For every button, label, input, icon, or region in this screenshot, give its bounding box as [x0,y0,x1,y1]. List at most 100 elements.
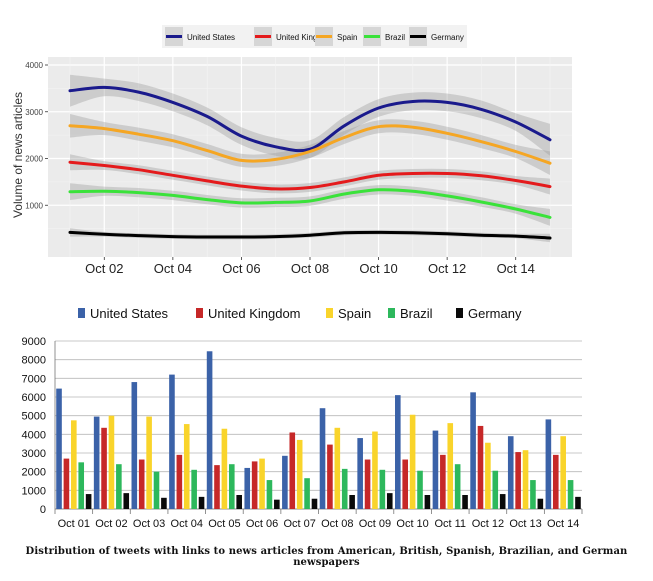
line-legend-label-united-states: United States [187,33,235,42]
bar-legend-label-united-states: United States [90,306,169,321]
bar-united-kingdom-oct-03 [138,459,145,509]
bar-united-kingdom-oct-14 [552,454,559,509]
bar-legend-swatch-united-states [78,308,85,318]
bar-united-kingdom-oct-09 [364,459,371,509]
bar-germany-oct-07 [311,498,318,509]
bar-brazil-oct-04 [191,469,197,509]
bar-germany-oct-06 [274,499,280,509]
bar-y-tick-label: 6000 [22,392,46,404]
bar-united-states-oct-11 [432,430,439,509]
bar-spain-oct-05 [221,428,228,509]
line-x-tick-label: Oct 02 [85,261,123,276]
figure-caption: Distribution of tweets with links to new… [25,546,628,568]
bar-united-kingdom-oct-07 [289,432,296,509]
bar-germany-oct-02 [123,493,130,509]
bar-united-kingdom-oct-12 [477,425,484,509]
bar-united-states-oct-02 [93,416,100,509]
bar-united-states-oct-01 [56,388,62,509]
bar-legend-swatch-spain [326,308,333,318]
bar-united-kingdom-oct-13 [515,452,521,509]
bar-x-tick-label: Oct 05 [208,518,240,530]
line-x-tick-label: Oct 06 [222,261,260,276]
bar-spain-oct-01 [71,420,77,509]
bar-legend-label-united-kingdom: United Kingdom [208,306,301,321]
bar-united-states-oct-03 [131,382,138,509]
bar-x-tick-label: Oct 06 [246,518,278,530]
line-y-tick-label: 3000 [25,108,43,117]
bar-united-kingdom-oct-06 [251,461,258,509]
bar-x-tick-label: Oct 12 [472,518,504,530]
bar-y-tick-label: 4000 [22,429,46,441]
line-x-tick-label: Oct 04 [154,261,192,276]
bar-germany-oct-14 [575,496,581,509]
bar-united-states-oct-05 [206,351,213,509]
bar-legend-label-spain: Spain [338,306,371,321]
line-grid [48,57,572,257]
bar-legend-label-germany: Germany [468,306,522,321]
line-x-tick-label: Oct 12 [428,261,466,276]
bar-germany-oct-09 [386,493,393,509]
line-legend-label-united-kingdom: United Kingdom [276,33,333,42]
bar-united-kingdom-oct-05 [214,465,220,509]
line-y-tick-label: 1000 [25,201,43,210]
line-x-tick-label: Oct 14 [497,261,535,276]
bar-united-kingdom-oct-04 [176,454,183,509]
bar-brazil-oct-10 [417,470,423,509]
line-y-tick-label: 4000 [25,61,43,70]
bar-spain-oct-03 [146,416,152,509]
line-legend-label-spain: Spain [337,33,357,42]
bar-spain-oct-08 [334,427,341,509]
bar-x-tick-label: Oct 14 [547,518,579,530]
bar-germany-oct-08 [349,495,355,509]
bar-x-tick-label: Oct 02 [95,518,127,530]
bar-united-kingdom-oct-02 [101,427,107,509]
bar-spain-oct-09 [372,431,378,509]
bar-brazil-oct-03 [153,471,160,509]
line-y-axis-label: Volume of news articles [11,92,25,218]
bar-brazil-oct-05 [228,464,235,509]
bar-brazil-oct-01 [78,462,85,509]
bar-brazil-oct-08 [341,468,348,509]
bar-x-tick-label: Oct 09 [359,518,391,530]
bar-spain-oct-11 [447,423,454,509]
bar-united-states-oct-12 [470,392,476,509]
line-y-tick-label: 2000 [25,155,43,164]
bar-spain-oct-04 [183,424,190,509]
bar-germany-oct-03 [161,497,167,509]
bar-y-tick-label: 0 [40,504,46,516]
bar-spain-oct-02 [108,415,115,509]
line-legend-box [162,25,467,48]
bar-germany-oct-11 [462,495,468,509]
bar-germany-oct-13 [537,498,544,509]
bar-x-tick-label: Oct 13 [509,518,541,530]
bar-spain-oct-07 [296,439,303,509]
bar-germany-oct-12 [499,494,506,509]
bar-y-tick-label: 3000 [22,448,46,460]
bar-united-kingdom-oct-10 [402,459,409,509]
bar-brazil-oct-14 [567,480,574,509]
bar-spain-oct-06 [259,458,265,509]
line-x-tick-label: Oct 10 [359,261,397,276]
bar-legend-swatch-united-kingdom [196,308,203,318]
bar-united-states-oct-07 [282,455,288,509]
bar-y-tick-label: 1000 [22,485,46,497]
bar-x-tick-label: Oct 04 [171,518,203,530]
bar-x-tick-label: Oct 03 [133,518,165,530]
bar-brazil-oct-07 [304,478,310,509]
bar-y-tick-label: 7000 [22,373,46,385]
line-legend-label-germany: Germany [431,33,464,42]
line-x-tick-label: Oct 08 [291,261,329,276]
bar-legend-swatch-brazil [388,308,395,318]
bar-x-tick-label: Oct 07 [283,518,315,530]
line-legend: United States United Kingdom Spain Brazil Ge… [162,25,467,48]
bar-brazil-oct-13 [530,480,536,509]
bar-brazil-oct-11 [454,464,461,509]
bar-y-tick-label: 9000 [22,336,46,348]
bar-brazil-oct-02 [116,464,122,509]
line-series-united-states [70,74,550,160]
bar-brazil-oct-12 [492,470,499,509]
bar-spain-oct-13 [522,450,529,509]
bar-spain-oct-10 [409,414,416,509]
line-legend-label-brazil: Brazil [385,33,405,42]
bar-spain-oct-12 [485,442,491,509]
